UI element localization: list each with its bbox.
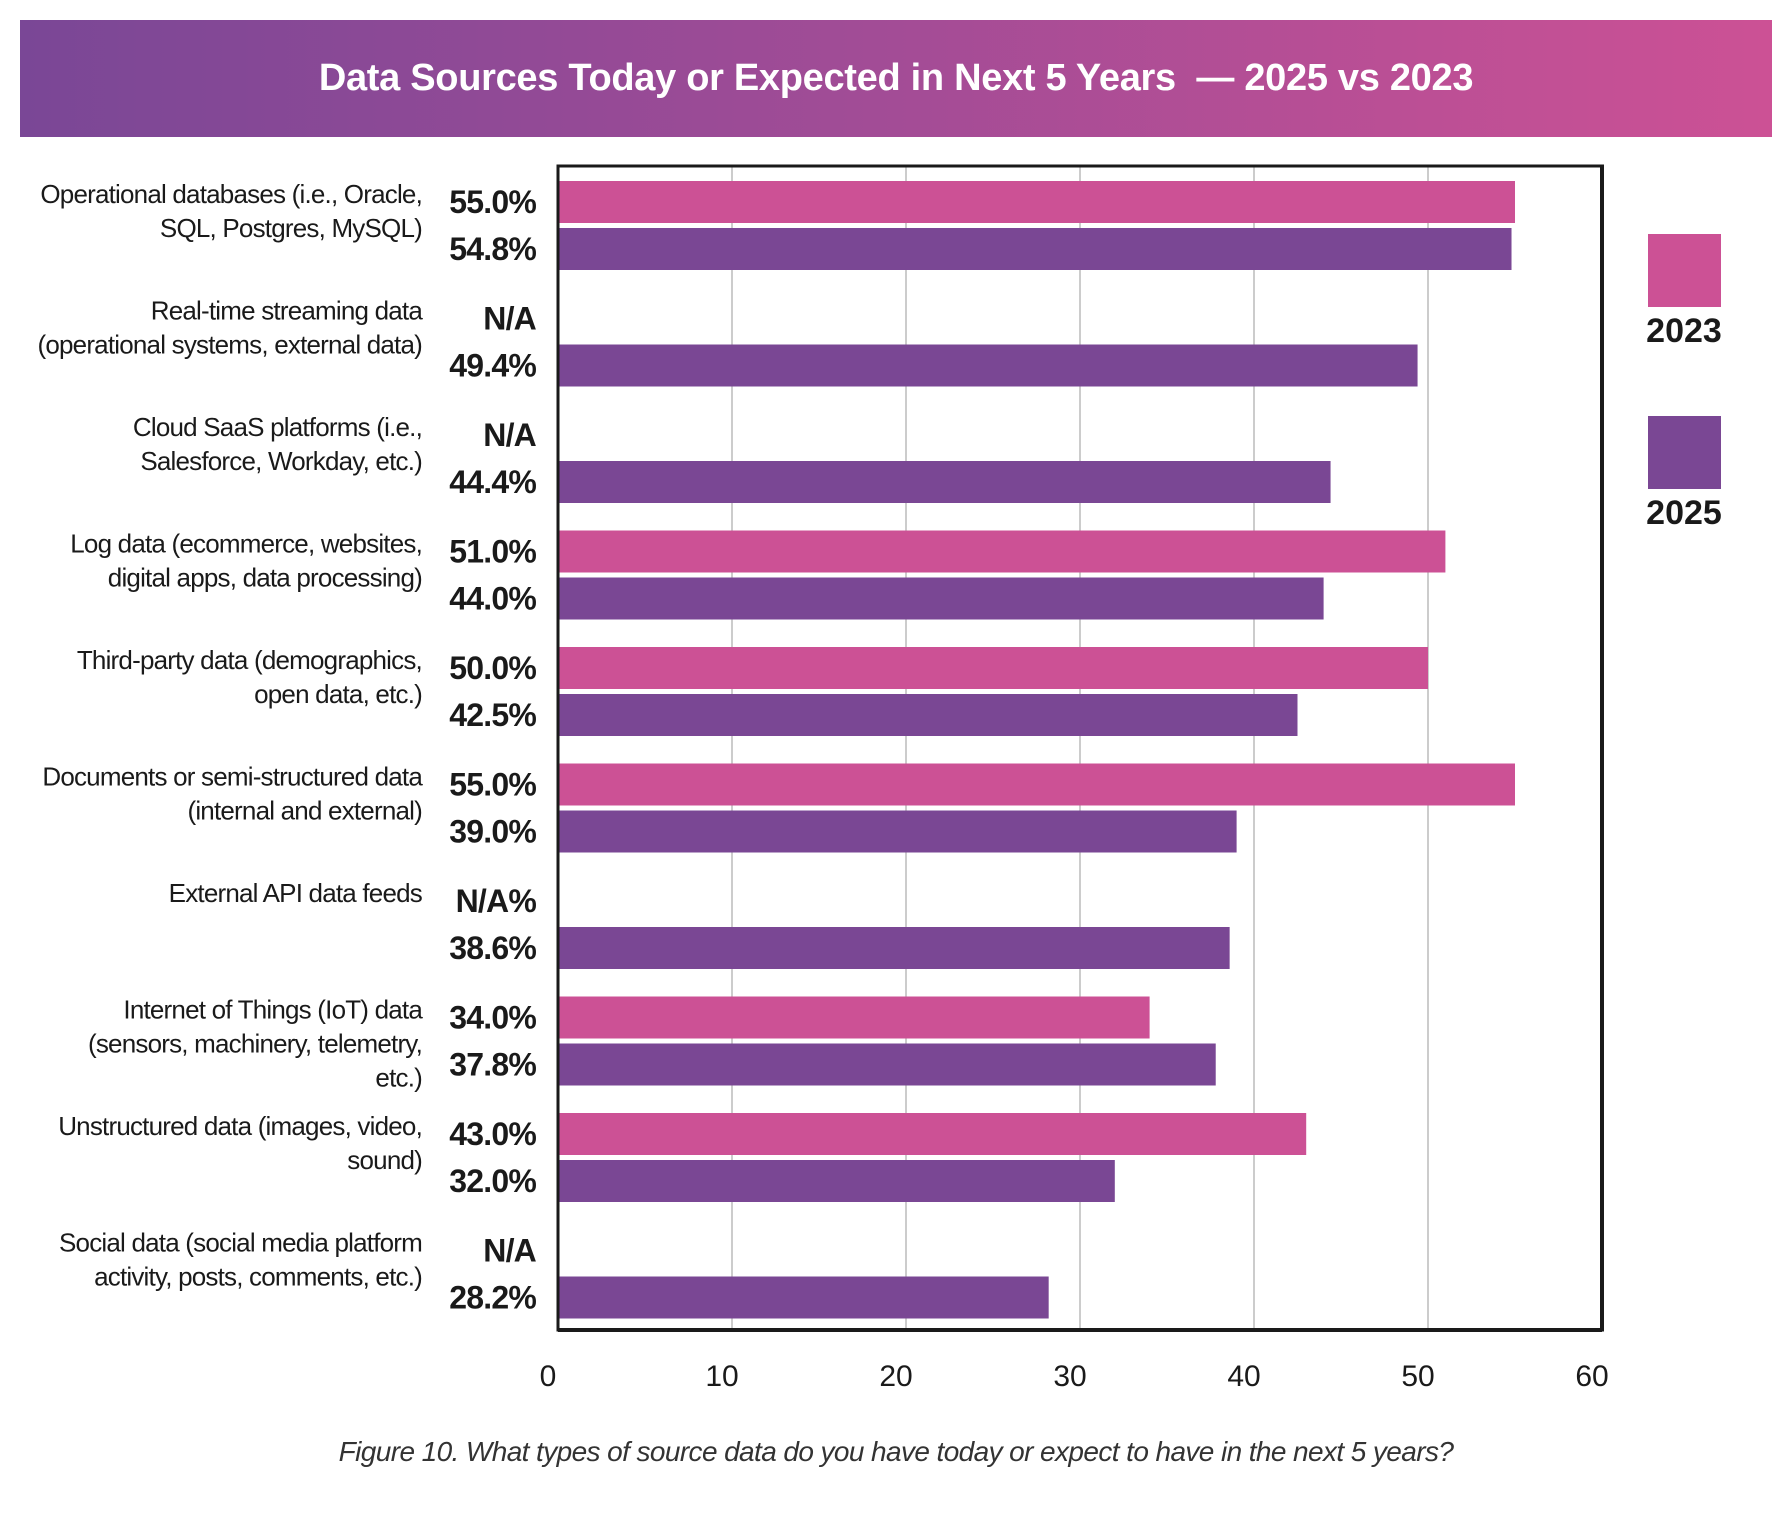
category-label: Cloud SaaS platforms (i.e.,	[133, 412, 422, 442]
legend-swatch-2023	[1648, 234, 1721, 307]
category-label: Log data (ecommerce, websites,	[70, 529, 422, 559]
category-label: Salesforce, Workday, etc.)	[140, 446, 422, 476]
tick-label-50: 50	[1401, 1360, 1434, 1393]
category-label: open data, etc.)	[254, 679, 422, 709]
tick-label-10: 10	[705, 1360, 738, 1393]
x-axis-ticks: 0 10 20 30 40 50 60	[540, 1360, 1609, 1393]
bar-2025-6	[558, 927, 1230, 969]
bar-2025-9	[558, 1276, 1049, 1319]
bar-2023-0	[558, 181, 1515, 223]
bar-2023-7	[558, 996, 1150, 1039]
value-label-2023-0: 55.0%	[449, 184, 536, 220]
category-label: sound)	[347, 1145, 422, 1175]
category-label: External API data feeds	[169, 878, 423, 908]
value-label-2025-1: 49.4%	[449, 348, 536, 384]
tick-label-40: 40	[1227, 1360, 1260, 1393]
bar-2023-3	[558, 530, 1446, 573]
value-label-2025-7: 37.8%	[449, 1047, 536, 1083]
value-label-2025-6: 38.6%	[449, 930, 536, 966]
tick-label-20: 20	[879, 1360, 912, 1393]
category-label: activity, posts, comments, etc.)	[94, 1262, 422, 1292]
category-label: Social data (social media platform	[59, 1228, 422, 1258]
bars	[558, 181, 1515, 1319]
tick-label-0: 0	[540, 1360, 557, 1393]
value-label-2023-8: 43.0%	[449, 1116, 536, 1152]
value-label-2025-3: 44.0%	[449, 581, 536, 617]
bar-2023-5	[558, 763, 1515, 806]
tick-label-60: 60	[1575, 1360, 1608, 1393]
bar-2023-4	[558, 647, 1428, 689]
legend-swatch-2025	[1648, 416, 1721, 489]
category-label: Documents or semi-structured data	[42, 762, 423, 792]
bar-2025-0	[558, 228, 1512, 270]
value-label-2025-4: 42.5%	[449, 697, 536, 733]
figure-caption: Figure 10. What types of source data do …	[338, 1436, 1454, 1467]
category-label: Third-party data (demographics,	[77, 645, 422, 675]
bar-2025-8	[558, 1160, 1115, 1202]
value-label-2023-6: N/A%	[456, 883, 537, 919]
value-label-2023-5: 55.0%	[449, 767, 536, 803]
value-label-2025-9: 28.2%	[449, 1280, 536, 1316]
bar-2025-3	[558, 577, 1324, 620]
category-label: (operational systems, external data)	[37, 330, 422, 360]
legend: 2023 2025	[1646, 234, 1722, 532]
category-label: etc.)	[375, 1063, 422, 1093]
value-label-2023-2: N/A	[483, 417, 536, 453]
category-label: Operational databases (i.e., Oracle,	[40, 179, 422, 209]
category-label: Unstructured data (images, video,	[58, 1111, 422, 1141]
category-label: SQL, Postgres, MySQL)	[160, 213, 422, 243]
value-label-2025-8: 32.0%	[449, 1163, 536, 1199]
value-label-2023-7: 34.0%	[449, 1000, 536, 1036]
legend-label-2023: 2023	[1646, 312, 1722, 350]
category-label: Internet of Things (IoT) data	[123, 995, 423, 1025]
category-label: (sensors, machinery, telemetry,	[88, 1029, 422, 1059]
value-labels: 55.0% N/A N/A 51.0% 50.0% 55.0% N/A% 34.0% 43.0%…	[449, 184, 537, 1316]
bar-2025-5	[558, 810, 1237, 853]
category-label: (internal and external)	[187, 796, 422, 826]
category-labels: Operational databases (i.e., Oracle, SQL,…	[37, 179, 424, 1292]
value-label-2023-9: N/A	[483, 1233, 536, 1269]
gridlines	[731, 166, 1429, 1330]
value-label-2025-0: 54.8%	[449, 231, 536, 267]
bar-2025-4	[558, 694, 1298, 736]
value-label-2025-2: 44.4%	[449, 464, 536, 500]
category-label: digital apps, data processing)	[108, 563, 422, 593]
category-label: Real-time streaming data	[151, 296, 424, 326]
tick-label-30: 30	[1053, 1360, 1086, 1393]
bar-2025-7	[558, 1043, 1216, 1086]
value-label-2023-4: 50.0%	[449, 650, 536, 686]
value-label-2023-1: N/A	[483, 301, 536, 337]
bar-2025-2	[558, 461, 1331, 503]
chart-header-banner: Data Sources Today or Expected in Next 5…	[20, 20, 1772, 137]
bar-2023-8	[558, 1113, 1307, 1155]
chart-title: Data Sources Today or Expected in Next 5…	[318, 57, 1474, 99]
value-label-2023-3: 51.0%	[449, 534, 536, 570]
legend-label-2025: 2025	[1646, 494, 1722, 532]
axes	[556, 164, 1604, 1332]
bar-2025-1	[558, 344, 1418, 387]
value-label-2025-5: 39.0%	[449, 814, 536, 850]
